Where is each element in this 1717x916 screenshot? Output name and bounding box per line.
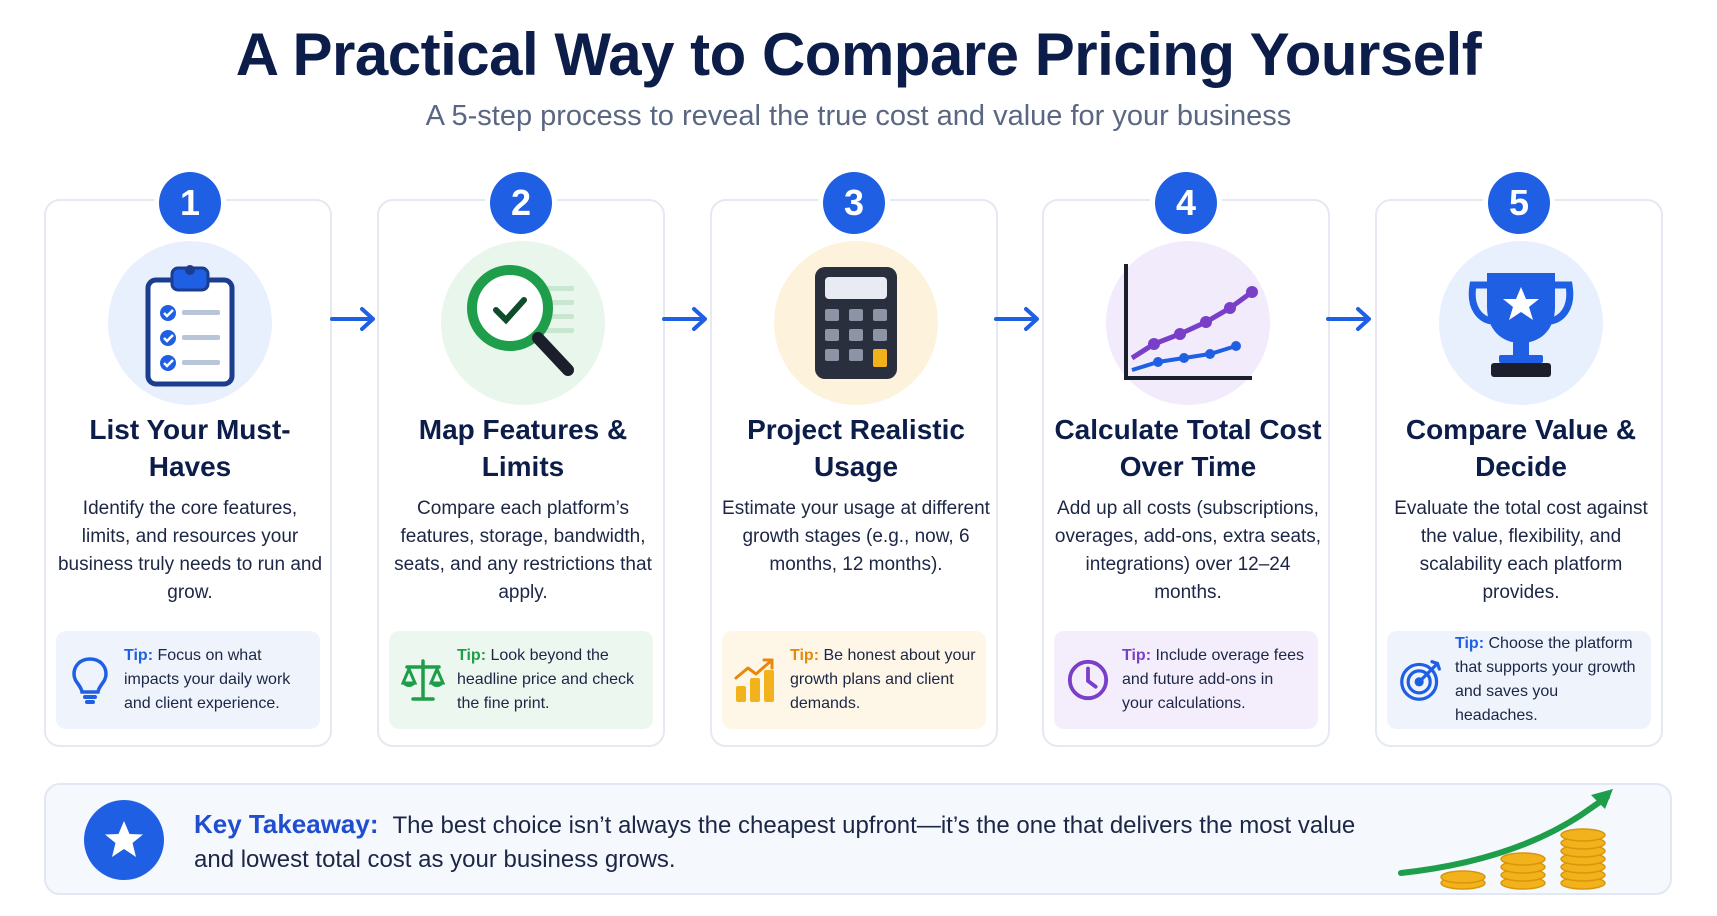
step-tip-text: Tip: Be honest about your growth plans a… xyxy=(790,644,976,716)
step-tip: Tip: Be honest about your growth plans a… xyxy=(722,631,986,729)
step-description: Add up all costs (subscriptions, overage… xyxy=(1054,498,1322,603)
tip-body: Include overage fees and future add-ons … xyxy=(1122,647,1305,712)
arrow-right-icon xyxy=(330,307,375,331)
takeaway-label: Key Takeaway: xyxy=(194,809,379,839)
takeaway-text: Key Takeaway: The best choice isn’t alway… xyxy=(194,807,1394,877)
step-description: Evaluate the total cost against the valu… xyxy=(1394,498,1648,603)
step-card-2: Map Features & Limits Compare each platf… xyxy=(377,199,665,747)
step-tip: Tip: Focus on what impacts your daily wo… xyxy=(56,631,320,729)
step-card-1: List Your Must-Haves Identify the core f… xyxy=(44,199,332,747)
step-card-4: Calculate Total Cost Over Time Add up al… xyxy=(1042,199,1330,747)
star-icon xyxy=(84,800,164,880)
step-title: List Your Must-Haves xyxy=(89,414,291,482)
step-description: Identify the core features, limits, and … xyxy=(57,498,323,603)
target-icon xyxy=(1399,655,1443,705)
step-tip-text: Tip: Look beyond the headline price and … xyxy=(457,644,643,716)
tip-label: Tip: xyxy=(124,647,154,664)
step-number-5: 5 xyxy=(1488,172,1550,234)
coins-growth-icon xyxy=(1398,789,1613,890)
step-number-1: 1 xyxy=(159,172,221,234)
growth-bars-icon xyxy=(734,655,778,705)
step-description: Compare each platform’s features, storag… xyxy=(394,498,652,603)
tip-body: Focus on what impacts your daily work an… xyxy=(124,647,291,712)
tip-label: Tip: xyxy=(457,647,487,664)
step-title: Project Realistic Usage xyxy=(747,414,965,482)
line-graph-icon xyxy=(1106,241,1270,405)
tip-body: Look beyond the headline price and check… xyxy=(457,647,635,712)
key-takeaway-banner: Key Takeaway: The best choice isn’t alway… xyxy=(44,783,1672,895)
lightbulb-icon xyxy=(68,655,112,705)
calculator-icon xyxy=(774,241,938,405)
step-number-3: 3 xyxy=(823,172,885,234)
clipboard-checklist-icon xyxy=(108,241,272,405)
step-tip: Tip: Include overage fees and future add… xyxy=(1054,631,1318,729)
scales-icon xyxy=(401,655,445,705)
step-tip-text: Tip: Choose the platform that supports y… xyxy=(1455,632,1641,728)
step-title: Calculate Total Cost Over Time xyxy=(1054,414,1322,482)
page-subtitle: A 5-step process to reveal the true cost… xyxy=(425,100,1292,132)
trophy-icon xyxy=(1439,241,1603,405)
page-title: A Practical Way to Compare Pricing Yours… xyxy=(235,21,1482,88)
step-number-4: 4 xyxy=(1155,172,1217,234)
step-tip: Tip: Choose the platform that supports y… xyxy=(1387,631,1651,729)
arrow-right-icon xyxy=(1326,307,1371,331)
tip-body: Choose the platform that supports your g… xyxy=(1455,635,1636,724)
step-title: Compare Value & Decide xyxy=(1405,414,1637,482)
takeaway-body: The best choice isn’t always the cheapes… xyxy=(194,812,1356,873)
step-card-3: Project Realistic Usage Estimate your us… xyxy=(710,199,998,747)
tip-label: Tip: xyxy=(1122,647,1152,664)
magnifier-check-icon xyxy=(441,241,605,405)
step-title: Map Features & Limits xyxy=(418,414,628,482)
clock-icon xyxy=(1066,655,1110,705)
tip-label: Tip: xyxy=(1455,635,1485,652)
step-number-2: 2 xyxy=(490,172,552,234)
step-tip-text: Tip: Include overage fees and future add… xyxy=(1122,644,1308,716)
tip-body: Be honest about your growth plans and cl… xyxy=(790,647,976,712)
step-tip: Tip: Look beyond the headline price and … xyxy=(389,631,653,729)
step-card-5: Compare Value & Decide Evaluate the tota… xyxy=(1375,199,1663,747)
step-tip-text: Tip: Focus on what impacts your daily wo… xyxy=(124,644,310,716)
arrow-right-icon xyxy=(662,307,707,331)
arrow-right-icon xyxy=(994,307,1039,331)
step-description: Estimate your usage at different growth … xyxy=(722,498,990,575)
tip-label: Tip: xyxy=(790,647,820,664)
